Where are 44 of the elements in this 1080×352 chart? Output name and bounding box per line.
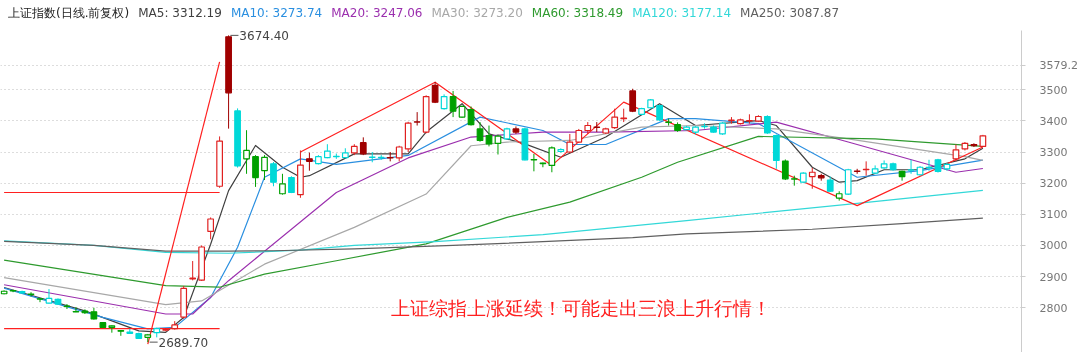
y-tick-label: 3200 bbox=[1039, 177, 1068, 191]
text: MA60: 3318.49 bbox=[531, 5, 624, 22]
candlestick bbox=[207, 216, 215, 240]
text: MA5: 3312.19 bbox=[138, 5, 222, 22]
text: MA120: 3177.14 bbox=[632, 5, 732, 22]
text: MA10: 3273.74 bbox=[230, 5, 323, 22]
candlestick bbox=[306, 152, 313, 172]
candlestick bbox=[476, 121, 484, 143]
chart-title: 上证指数(日线.前复权) bbox=[8, 5, 130, 22]
candlestick bbox=[548, 145, 556, 173]
y-tick-label: 3100 bbox=[1039, 208, 1068, 222]
candlestick bbox=[485, 125, 493, 147]
y-tick-label: 2900 bbox=[1039, 270, 1068, 284]
y-tick-label: 3400 bbox=[1039, 114, 1068, 128]
y-tick-label: 3579.2 bbox=[1039, 59, 1078, 73]
y-tick-label: 3300 bbox=[1039, 146, 1068, 159]
candlestick bbox=[611, 108, 619, 130]
y-tick-label: 3500 bbox=[1039, 83, 1068, 97]
annotation: 2689.70 bbox=[158, 335, 209, 350]
candlestick bbox=[413, 111, 421, 127]
candlestick bbox=[252, 154, 259, 188]
annotation: 3674.40 bbox=[239, 28, 289, 43]
line-series bbox=[299, 81, 984, 207]
candlestick bbox=[781, 158, 789, 181]
candlestick bbox=[45, 288, 53, 304]
candlestick bbox=[261, 154, 268, 181]
candlestick bbox=[763, 114, 771, 135]
text: MA250: 3087.87 bbox=[740, 5, 840, 22]
candlestick bbox=[970, 142, 978, 148]
text: MA20: 3247.06 bbox=[331, 5, 423, 22]
y-tick-label: 2800 bbox=[1039, 301, 1068, 315]
candlestick bbox=[243, 129, 250, 175]
candlestick bbox=[449, 90, 457, 118]
candlestick bbox=[27, 291, 35, 298]
line-series bbox=[3, 189, 984, 254]
y-tick-label: 3000 bbox=[1039, 239, 1068, 253]
candlestick bbox=[270, 161, 277, 187]
candlestick bbox=[907, 159, 915, 175]
text: MA30: 3273.20 bbox=[431, 5, 523, 22]
annotation: 上证综指上涨延续！可能走出三浪上升行情！ bbox=[390, 297, 771, 319]
candlestick bbox=[279, 173, 286, 196]
line-series bbox=[3, 217, 984, 252]
candlestick bbox=[808, 167, 816, 190]
candlestick bbox=[36, 297, 44, 303]
